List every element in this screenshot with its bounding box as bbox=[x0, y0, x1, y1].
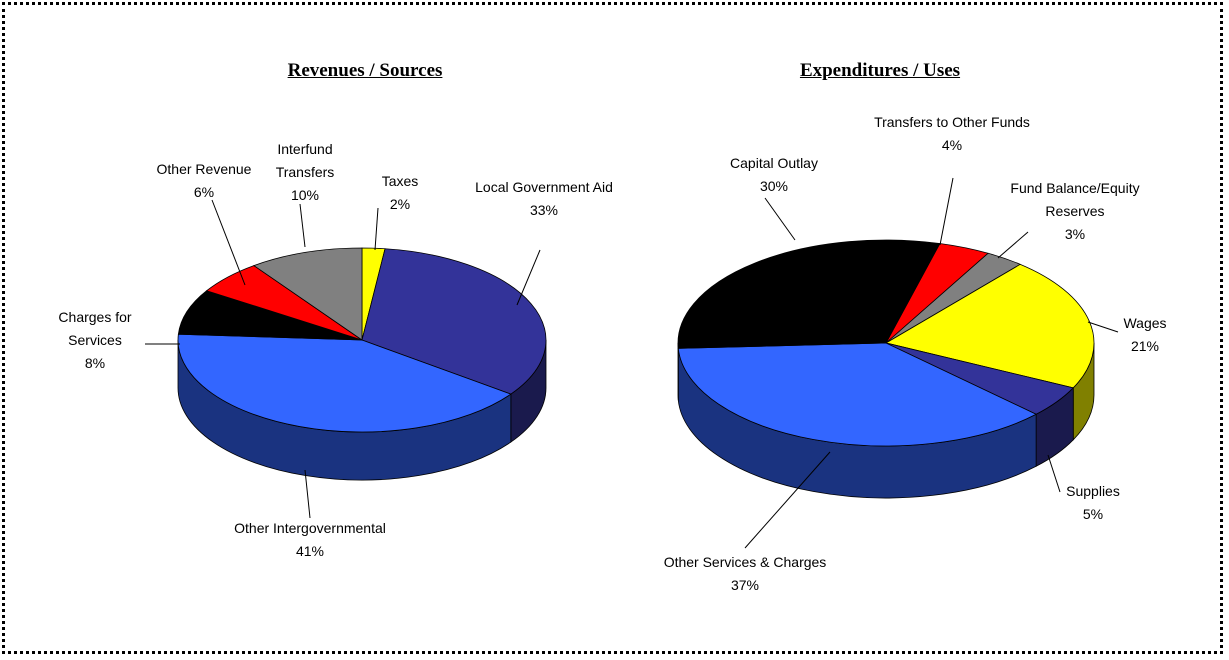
slice-name: Other Services & Charges bbox=[663, 554, 827, 570]
slice-name: Other Intergovernmental bbox=[234, 520, 386, 536]
pie-slice bbox=[177, 290, 363, 341]
slice-name: Fund Balance/Equity Reserves bbox=[1010, 180, 1140, 219]
slice-name: Local Government Aid bbox=[475, 179, 613, 195]
pie-slice bbox=[677, 239, 941, 349]
slice-label: Other Intergovernmental 41% bbox=[220, 517, 400, 563]
leader-line bbox=[997, 231, 1029, 259]
slice-label: Fund Balance/Equity Reserves 3% bbox=[990, 177, 1160, 246]
slice-name: Transfers to Other Funds bbox=[874, 114, 1030, 130]
pie-slice bbox=[677, 342, 1038, 447]
slice-value: 37% bbox=[730, 577, 760, 593]
slice-value: 4% bbox=[941, 137, 963, 153]
pie-slice bbox=[884, 263, 1095, 389]
leader-line bbox=[939, 177, 954, 246]
slice-label: Local Government Aid 33% bbox=[464, 176, 624, 222]
slice-label: Wages 21% bbox=[1105, 312, 1185, 358]
leader-line bbox=[299, 203, 306, 248]
leader-line bbox=[1087, 321, 1119, 333]
slice-label: Capital Outlay 30% bbox=[709, 152, 839, 198]
pie-slice bbox=[361, 248, 547, 395]
slice-value: 21% bbox=[1130, 338, 1160, 354]
leader-line bbox=[1047, 454, 1061, 493]
slice-value: 10% bbox=[290, 187, 320, 203]
slice-name: Wages bbox=[1123, 315, 1167, 331]
slice-label: Charges for Services 8% bbox=[35, 306, 155, 375]
slice-label: Other Revenue 6% bbox=[139, 158, 269, 204]
slice-value: 33% bbox=[529, 202, 559, 218]
leader-line bbox=[374, 207, 379, 251]
slice-name: Charges for Services bbox=[58, 309, 132, 348]
slice-label: Other Services & Charges 37% bbox=[655, 551, 835, 597]
leader-line bbox=[744, 451, 831, 549]
slice-label: Supplies 5% bbox=[1048, 480, 1138, 526]
pie-slice bbox=[252, 247, 363, 341]
slice-label: Interfund Transfers 10% bbox=[250, 138, 360, 207]
slice-name: Supplies bbox=[1066, 483, 1120, 499]
slice-value: 5% bbox=[1082, 506, 1104, 522]
pie-slice bbox=[177, 333, 512, 433]
slice-value: 6% bbox=[193, 184, 215, 200]
chart-title: Revenues / Sources bbox=[287, 60, 443, 81]
slice-label: Taxes 2% bbox=[360, 170, 440, 216]
slice-name: Other Revenue bbox=[156, 161, 252, 177]
leader-line bbox=[764, 197, 796, 241]
slice-label: Transfers to Other Funds 4% bbox=[862, 111, 1042, 157]
slice-value: 2% bbox=[389, 196, 411, 212]
slice-value: 3% bbox=[1064, 226, 1086, 242]
leader-line bbox=[211, 199, 246, 286]
slice-value: 30% bbox=[759, 178, 789, 194]
slice-value: 8% bbox=[84, 355, 106, 371]
slice-value: 41% bbox=[295, 543, 325, 559]
leader-line bbox=[304, 469, 311, 519]
slice-name: Capital Outlay bbox=[730, 155, 818, 171]
chart-title: Expenditures / Uses bbox=[799, 60, 961, 81]
leader-line bbox=[516, 249, 541, 306]
slice-name: Taxes bbox=[381, 173, 419, 189]
slice-name: Interfund Transfers bbox=[275, 141, 335, 180]
